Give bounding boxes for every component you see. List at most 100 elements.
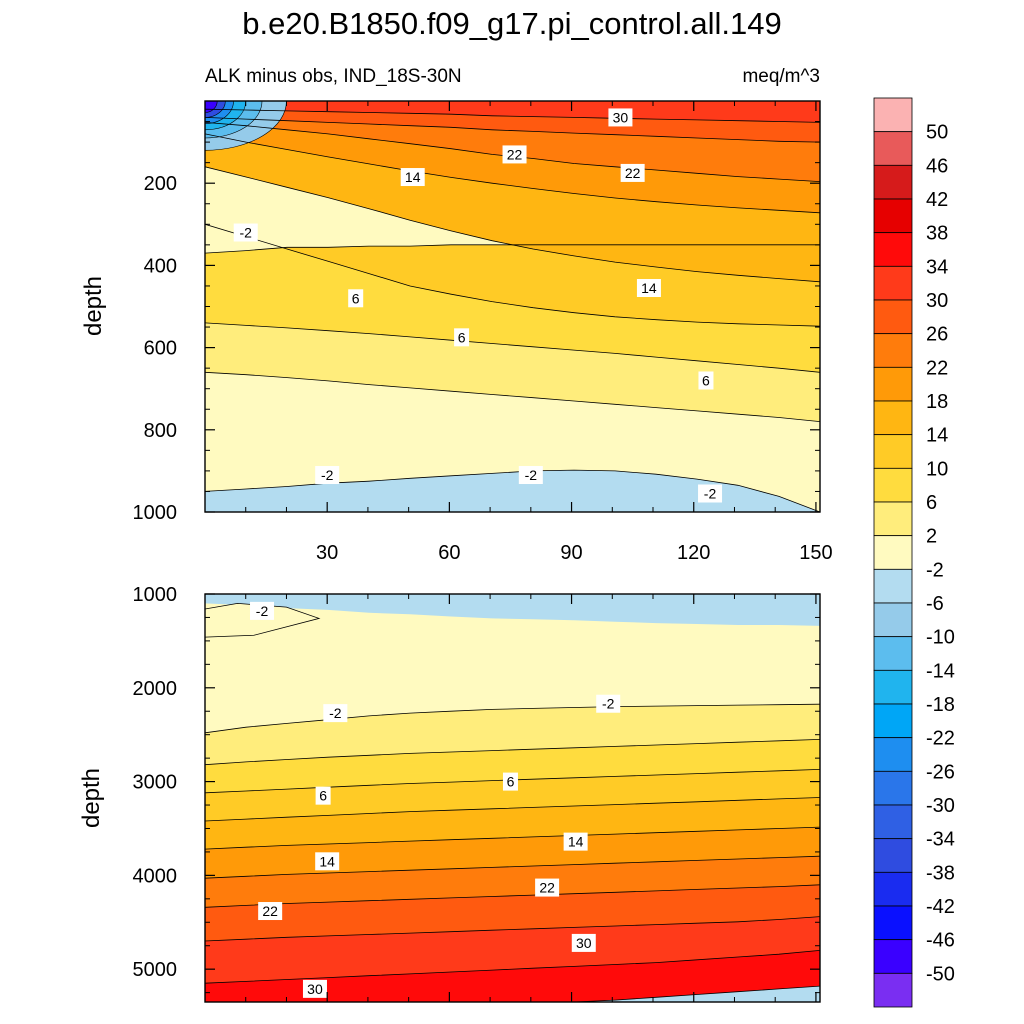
- contour-label: -2: [602, 696, 615, 712]
- contour-label: 6: [319, 788, 327, 804]
- y-tick-label: 3000: [133, 772, 178, 794]
- contour-line-30: [205, 108, 820, 123]
- contour-label-box: [535, 878, 560, 897]
- contour-label-box: [315, 786, 331, 805]
- x-tick-label: 120: [677, 542, 710, 564]
- contour-label-box: [596, 694, 621, 713]
- colorbar-label: 6: [926, 492, 937, 514]
- contour-label: 14: [568, 834, 584, 850]
- contour-label-box: [636, 279, 661, 298]
- colorbar-boxes: [873, 97, 913, 1008]
- colorbar-label: -18: [926, 694, 955, 716]
- contour-line-26: [205, 117, 820, 143]
- bottom-axis-ticks: [205, 593, 820, 1002]
- contour-label-box: [258, 902, 283, 921]
- colorbar-box: [873, 871, 913, 907]
- contour-label-box: [400, 168, 425, 187]
- colorbar-box: [873, 636, 913, 671]
- x-tick-label: 30: [316, 542, 338, 564]
- contour-line-22: [205, 884, 820, 908]
- colorbar-box: [873, 366, 913, 402]
- y-tick-label: 4000: [133, 865, 178, 887]
- bottom-contour-fills: [205, 594, 820, 1002]
- contour-fill-upper-patch: [205, 602, 321, 638]
- x-tick-label: 60: [438, 542, 460, 564]
- bottom-y-axis-label: depth: [78, 768, 105, 828]
- y-tick-label: 1000: [133, 584, 178, 606]
- colorbar: 50 46 42 38 34 30 26 22 18 14 10 6 2 -2 -6 -10 -14 -18 -22…: [873, 97, 955, 1008]
- contour-label: -2: [525, 467, 538, 483]
- contour-label: 14: [405, 169, 421, 185]
- contour-label-box: [315, 466, 340, 485]
- contour-label: 6: [352, 290, 360, 306]
- x-tick-label: 150: [799, 542, 832, 564]
- colorbar-label: -42: [926, 896, 955, 918]
- y-tick-label: 200: [144, 173, 177, 195]
- contour-line-34: [205, 985, 820, 1002]
- contour-label: 14: [641, 280, 657, 296]
- x-tick-label: 90: [560, 542, 582, 564]
- colorbar-label: -14: [926, 660, 955, 682]
- contour-fill--2: [205, 594, 820, 733]
- colorbar-box: [873, 501, 913, 537]
- colorbar-label: 50: [926, 122, 948, 144]
- contour-label-box: [250, 601, 275, 620]
- top-y-axis-label: depth: [80, 276, 107, 336]
- top-contour-lines: [205, 108, 820, 422]
- contour-label: -2: [704, 486, 717, 502]
- contour-label-box: [323, 704, 348, 723]
- bottom-contour-labels: -2 -2 -2 6 6 14 14 22 22 30 30: [250, 601, 621, 998]
- bottom-panel: -2 -2 -2 6 6 14 14 22 22 30 30 1000 2000 3000 4000 500…: [78, 584, 821, 1003]
- y-tick-label: 800: [144, 420, 177, 442]
- contour-label-box: [348, 289, 364, 308]
- colorbar-label: 26: [926, 324, 948, 346]
- contour-line-10: [205, 797, 820, 822]
- colorbar-label: 22: [926, 357, 948, 379]
- colorbar-box: [873, 602, 913, 638]
- colorbar-box: [873, 131, 913, 166]
- colorbar-box: [873, 568, 913, 604]
- colorbar-label: -30: [926, 795, 955, 817]
- subtitle-right: meq/m^3: [742, 66, 820, 87]
- contour-label-box: [620, 163, 645, 182]
- contour-line-14: [205, 166, 820, 283]
- contour-label-box: [571, 933, 596, 952]
- colorbar-label: 34: [926, 256, 948, 278]
- contour-label-box: [563, 832, 588, 851]
- colorbar-label: 42: [926, 189, 948, 211]
- subtitle-left: ALK minus obs, IND_18S-30N: [205, 66, 462, 87]
- contour-line-14: [205, 826, 820, 850]
- colorbar-box: [873, 737, 913, 772]
- contour-line-18: [205, 855, 820, 879]
- colorbar-box: [873, 669, 913, 705]
- contour-label-box: [233, 223, 258, 242]
- contour-label-box: [698, 484, 723, 503]
- colorbar-box: [873, 972, 913, 1008]
- colorbar-box: [873, 770, 913, 806]
- figure-title: b.e20.B1850.f09_g17.pi_control.all.149: [242, 6, 782, 41]
- contour-label: 6: [507, 774, 515, 790]
- contour-line-2: [205, 371, 820, 422]
- colorbar-box: [873, 299, 913, 335]
- colorbar-box: [873, 838, 913, 873]
- contour-line-10: [205, 223, 820, 327]
- contour-line-26: [205, 916, 820, 942]
- contour-label: 30: [307, 981, 323, 997]
- colorbar-box: [873, 804, 913, 840]
- bottom-plot-frame: [204, 593, 821, 1003]
- y-tick-label: 600: [144, 338, 177, 360]
- top-contour-fills: [205, 101, 820, 512]
- contour-label-box: [302, 979, 327, 998]
- contour-label-box: [698, 371, 714, 390]
- contour-label: -2: [329, 705, 342, 721]
- colorbar-box: [873, 97, 913, 133]
- top-y-tick-labels: 200 400 600 800 1000: [133, 173, 178, 524]
- colorbar-label: 2: [926, 526, 937, 548]
- y-tick-label: 1000: [133, 502, 178, 524]
- colorbar-box: [873, 164, 913, 200]
- contour-label: -2: [321, 467, 334, 483]
- colorbar-box: [873, 198, 913, 234]
- contour-label-box: [315, 852, 340, 871]
- colorbar-label: 18: [926, 391, 948, 413]
- contour-label-box: [608, 108, 633, 127]
